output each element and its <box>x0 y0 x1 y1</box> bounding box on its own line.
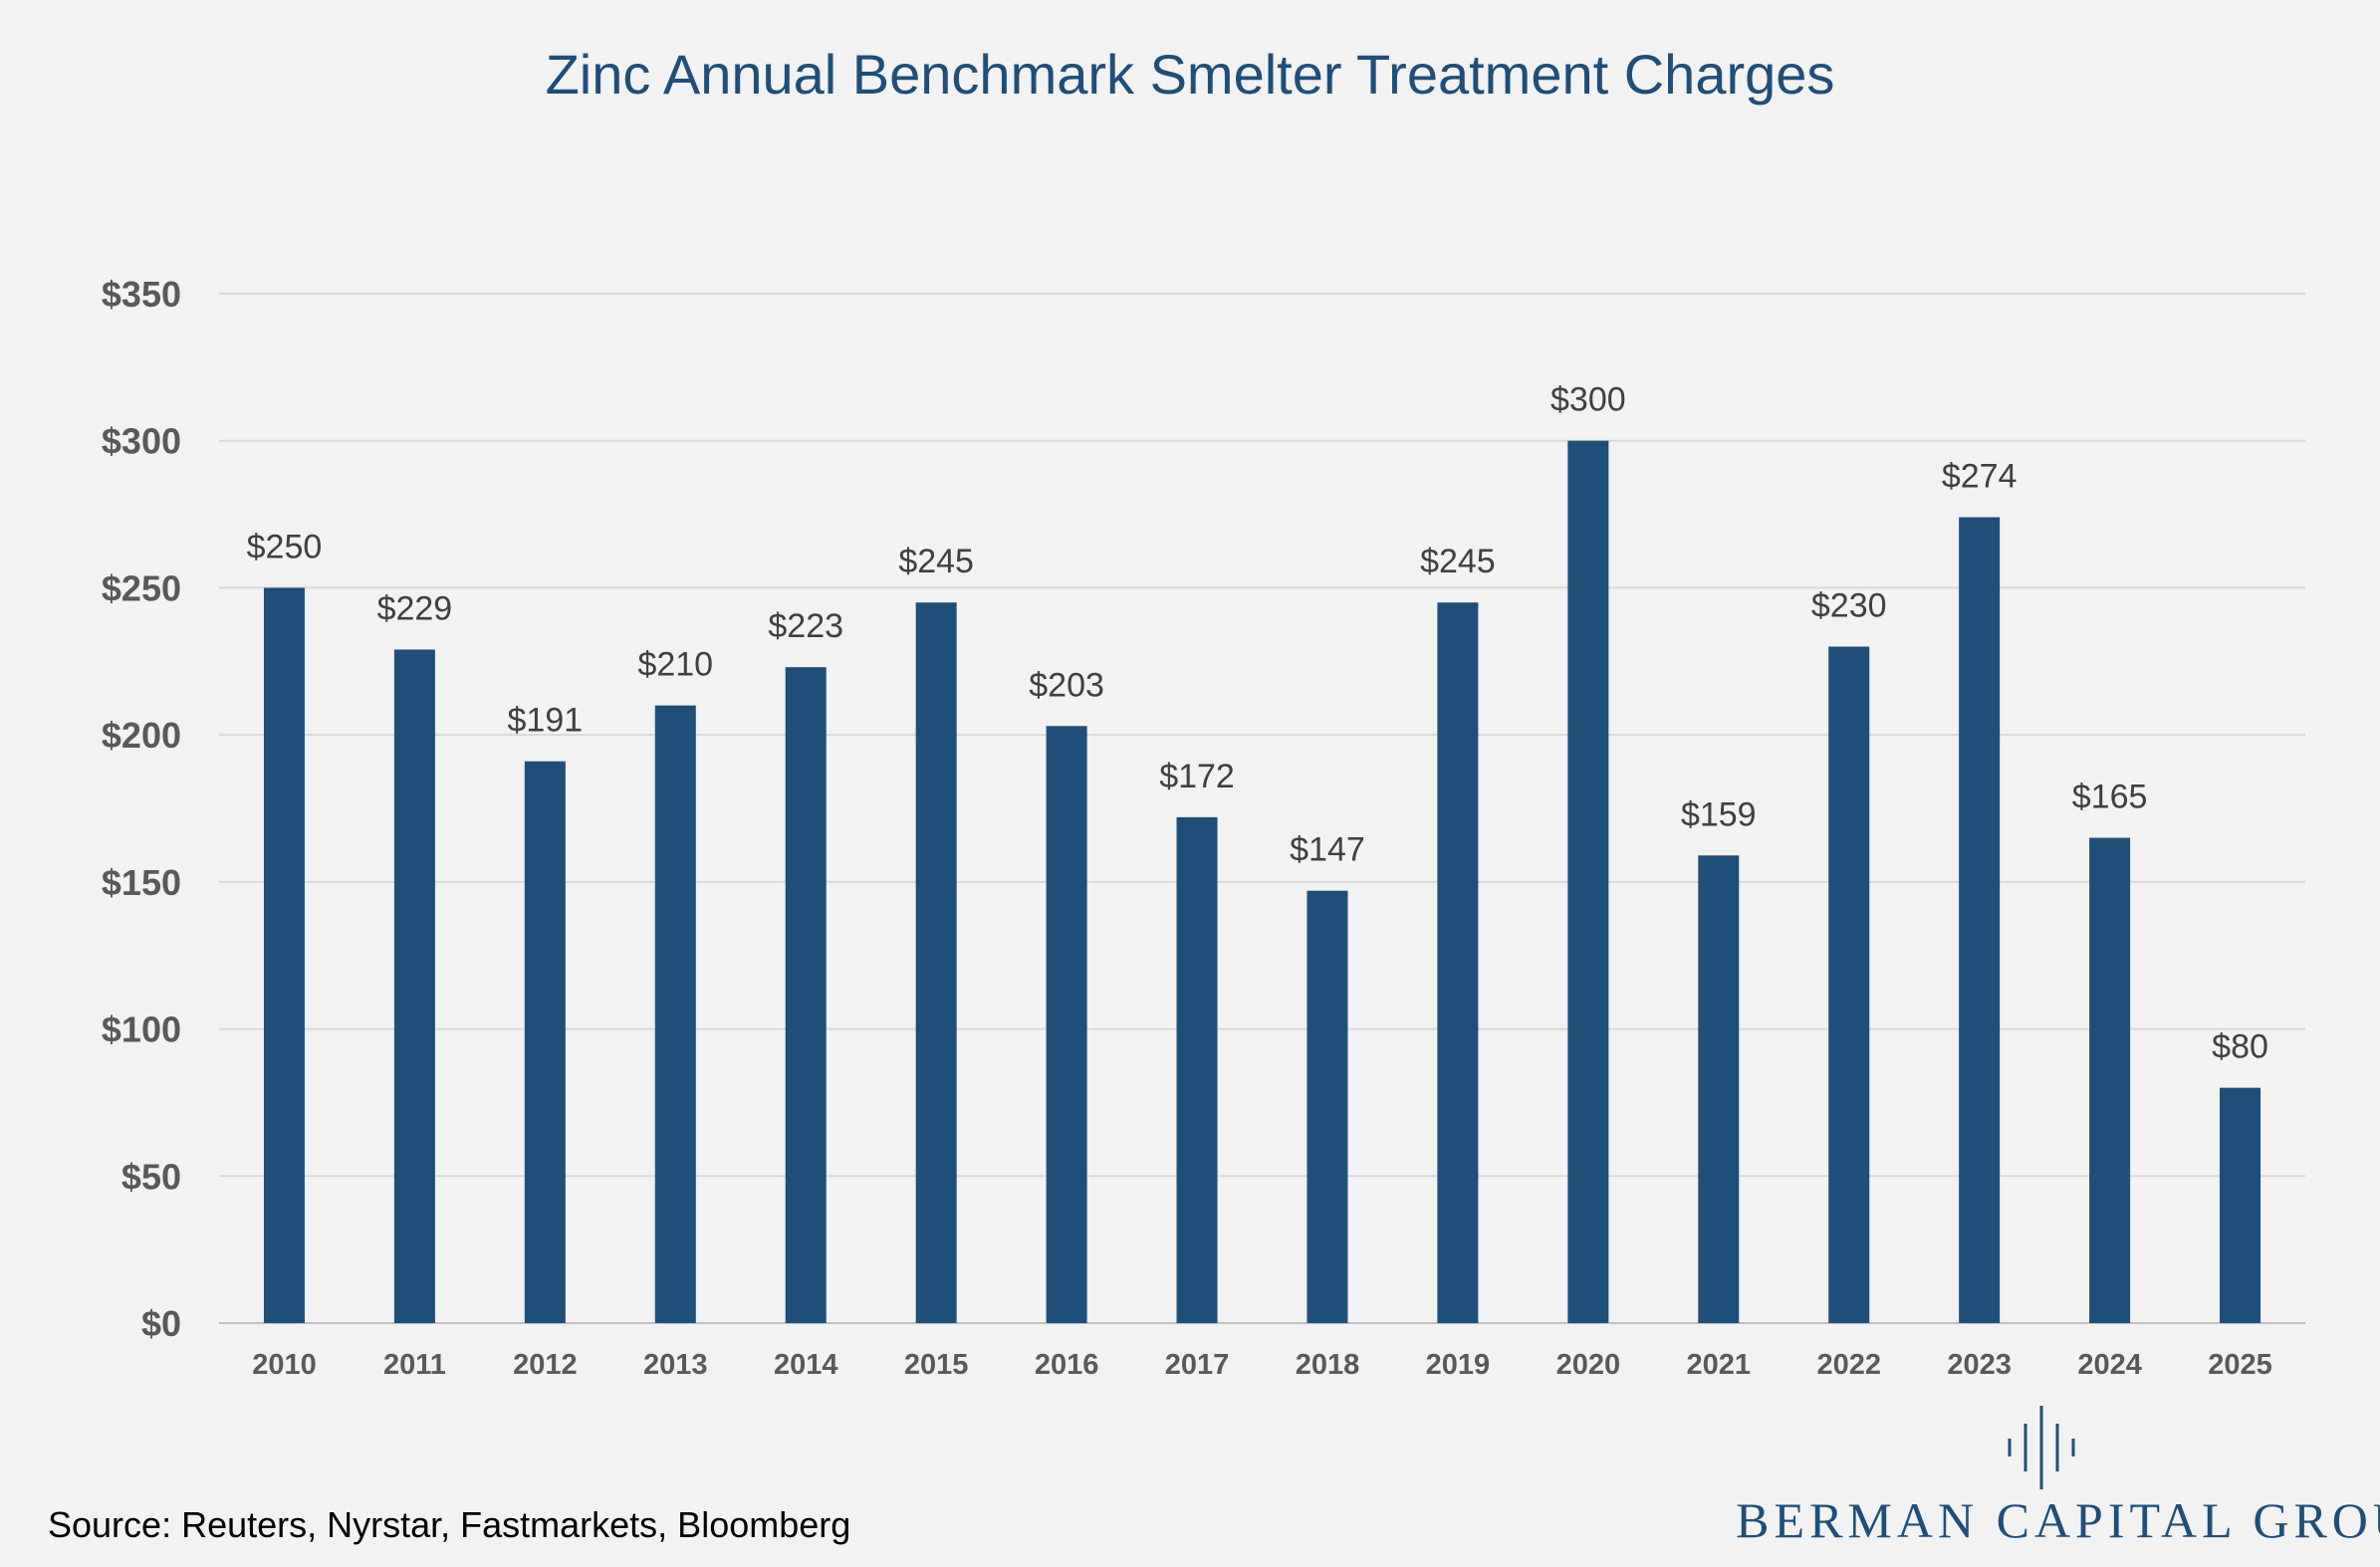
data-label-2018: $147 <box>1290 831 1365 869</box>
data-label-2016: $203 <box>1029 666 1104 704</box>
bar-2016 <box>1046 726 1087 1323</box>
y-tick-label: $100 <box>102 1009 181 1050</box>
x-tick-label-2011: 2011 <box>383 1349 446 1381</box>
bar-2017 <box>1176 816 1218 1323</box>
data-label-2020: $300 <box>1550 381 1626 419</box>
data-labels: $250 $229 $191 $210 $223 $245 $203 $172 $147 $245… <box>247 381 2268 1066</box>
data-label-2024: $165 <box>2072 779 2148 816</box>
x-tick-label-2022: 2022 <box>1816 1349 1881 1381</box>
bar-2015 <box>915 602 957 1323</box>
bar-2011 <box>393 649 435 1323</box>
x-tick-label-2023: 2023 <box>1947 1349 2012 1381</box>
y-tick-label: $0 <box>141 1303 181 1344</box>
x-tick-label-2025: 2025 <box>2208 1349 2272 1381</box>
bar-2024 <box>2089 837 2131 1323</box>
x-tick-label-2024: 2024 <box>2077 1349 2142 1381</box>
y-tick-label: $250 <box>102 567 181 608</box>
bar-2020 <box>1567 440 1609 1323</box>
source-note: Source: Reuters, Nyrstar, Fastmarkets, B… <box>48 1504 850 1545</box>
y-tick-label: $150 <box>102 862 181 903</box>
x-tick-label-2020: 2020 <box>1556 1349 1621 1381</box>
x-tick-label-2010: 2010 <box>252 1349 317 1381</box>
x-tick-label-2021: 2021 <box>1687 1349 1752 1381</box>
data-label-2022: $230 <box>1811 587 1887 625</box>
bar-2013 <box>654 705 696 1323</box>
chart-title: Zinc Annual Benchmark Smelter Treatment … <box>546 43 1835 106</box>
bar-2014 <box>785 667 827 1323</box>
bar-2022 <box>1828 646 1870 1323</box>
y-tick-label: $200 <box>102 715 181 756</box>
x-tick-label-2017: 2017 <box>1165 1349 1230 1381</box>
bar-2021 <box>1698 855 1740 1323</box>
bar-2010 <box>263 587 305 1323</box>
data-label-2017: $172 <box>1159 758 1235 795</box>
bar-2023 <box>1959 517 2001 1323</box>
brand-name: BERMAN CAPITAL GROUP <box>1736 1492 2380 1548</box>
data-label-2013: $210 <box>637 646 713 684</box>
x-tick-label-2015: 2015 <box>904 1349 969 1381</box>
bar-2012 <box>524 761 566 1323</box>
gridlines <box>219 293 2305 1324</box>
x-tick-label-2018: 2018 <box>1296 1349 1360 1381</box>
data-label-2025: $80 <box>2212 1028 2268 1066</box>
data-label-2015: $245 <box>898 543 974 580</box>
x-tick-label-2019: 2019 <box>1426 1349 1491 1381</box>
x-tick-label-2013: 2013 <box>643 1349 708 1381</box>
bar-2019 <box>1437 602 1479 1323</box>
bar-2018 <box>1307 890 1348 1323</box>
bar-2025 <box>2220 1087 2261 1323</box>
data-label-2023: $274 <box>1942 458 2018 496</box>
x-tick-label-2012: 2012 <box>513 1349 578 1381</box>
brand-logo-icon <box>2008 1406 2075 1489</box>
y-tick-label: $50 <box>121 1156 181 1197</box>
data-label-2014: $223 <box>768 607 843 645</box>
x-tick-label-2016: 2016 <box>1035 1349 1099 1381</box>
data-label-2012: $191 <box>508 702 584 740</box>
bars <box>263 440 2261 1323</box>
x-axis-ticks: 2010 2011 2012 2013 2014 2015 2016 2017 2018 2019… <box>252 1349 2272 1381</box>
y-tick-label: $350 <box>102 274 181 315</box>
data-label-2021: $159 <box>1681 795 1757 833</box>
data-label-2011: $229 <box>377 589 453 627</box>
data-label-2019: $245 <box>1420 543 1496 580</box>
y-tick-label: $300 <box>102 421 181 462</box>
x-tick-label-2014: 2014 <box>774 1349 838 1381</box>
y-axis-ticks: $0 $50 $100 $150 $200 $250 $300 $350 <box>102 274 181 1344</box>
data-label-2010: $250 <box>247 528 323 565</box>
